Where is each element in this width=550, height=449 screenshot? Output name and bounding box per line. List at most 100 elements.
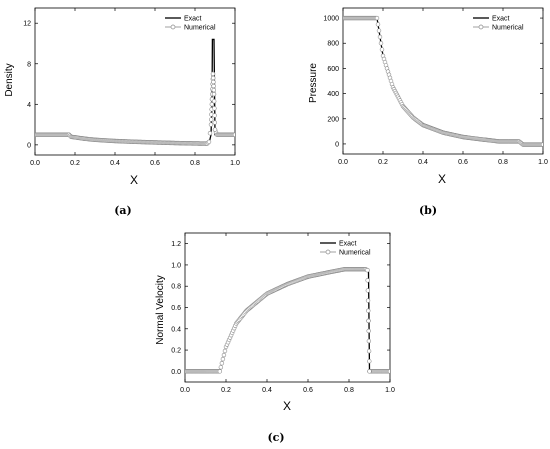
x-tick-label: 0.8 bbox=[344, 387, 354, 394]
data-point bbox=[367, 369, 372, 374]
data-layer bbox=[35, 38, 235, 146]
data-point bbox=[366, 318, 371, 324]
data-point bbox=[365, 278, 370, 283]
y-tick-label: 0.4 bbox=[171, 326, 181, 333]
y-axis-label: Pressure bbox=[308, 63, 319, 103]
y-tick-label: 1000 bbox=[323, 16, 339, 23]
data-point bbox=[376, 28, 382, 33]
y-axis-label: Density bbox=[4, 63, 15, 96]
data-point bbox=[212, 99, 217, 104]
x-axis-label: X bbox=[130, 173, 138, 187]
panel-caption: (b) bbox=[419, 204, 437, 217]
chart-panel-a: 0.0 0.2 0.4 0.6 0.8 1.0 0 4 8 12 X Density (a) Exact N… bbox=[4, 7, 240, 217]
data-point bbox=[211, 91, 217, 97]
data-point bbox=[232, 132, 235, 137]
x-tick-label: 0.4 bbox=[262, 387, 272, 394]
x-tick-label: 0.2 bbox=[378, 159, 388, 166]
x-tick-label: 1.0 bbox=[385, 387, 395, 394]
data-point bbox=[219, 360, 225, 366]
data-point bbox=[366, 348, 372, 354]
legend-marker bbox=[478, 24, 484, 30]
data-point bbox=[374, 15, 380, 21]
y-tick-label: 4 bbox=[27, 102, 31, 109]
legend-label: Numerical bbox=[339, 250, 371, 257]
data-layer bbox=[343, 15, 543, 147]
data-point bbox=[211, 83, 216, 89]
data-point bbox=[209, 102, 215, 107]
data-point bbox=[212, 106, 217, 111]
y-axis-label: Normal Velocity bbox=[155, 275, 166, 344]
y-tick-label: 0.0 bbox=[171, 369, 181, 376]
y-tick-label: 0 bbox=[335, 141, 339, 148]
legend-marker bbox=[170, 24, 176, 30]
legend-label: Exact bbox=[184, 16, 202, 23]
panel-caption: (c) bbox=[267, 431, 284, 444]
legend-label: Numerical bbox=[184, 25, 216, 32]
data-point bbox=[366, 328, 371, 334]
y-tick-label: 0.8 bbox=[171, 284, 181, 291]
x-tick-label: 0.0 bbox=[30, 160, 40, 167]
data-point bbox=[377, 34, 383, 40]
x-tick-label: 1.0 bbox=[538, 159, 548, 166]
data-point bbox=[212, 120, 218, 125]
legend-marker bbox=[325, 249, 331, 255]
y-tick-label: 1.2 bbox=[171, 241, 181, 248]
panel-caption: (a) bbox=[114, 204, 132, 217]
data-point bbox=[211, 75, 216, 81]
plot-frame bbox=[342, 7, 544, 155]
series-line bbox=[343, 17, 543, 146]
y-tick-label: 0 bbox=[27, 142, 31, 149]
x-tick-label: 0.6 bbox=[458, 159, 468, 166]
data-point bbox=[365, 268, 370, 273]
data-point bbox=[210, 71, 216, 77]
data-point bbox=[375, 22, 381, 27]
x-tick-label: 0.8 bbox=[190, 160, 200, 167]
legend-label: Numerical bbox=[492, 25, 524, 32]
data-point bbox=[221, 352, 227, 358]
x-tick-label: 0.0 bbox=[180, 387, 190, 394]
x-axis-label: X bbox=[438, 172, 446, 186]
data-point bbox=[209, 117, 214, 122]
data-point bbox=[378, 41, 384, 46]
data-point bbox=[365, 288, 371, 293]
x-tick-label: 0.2 bbox=[221, 387, 231, 394]
data-layer bbox=[185, 266, 390, 374]
x-tick-label: 0.6 bbox=[303, 387, 313, 394]
data-point bbox=[379, 47, 385, 52]
x-tick-label: 0.2 bbox=[70, 160, 80, 167]
y-tick-label: 1.0 bbox=[171, 262, 181, 269]
data-point bbox=[208, 122, 214, 127]
data-point bbox=[211, 87, 217, 93]
data-point bbox=[387, 369, 390, 374]
data-point bbox=[206, 139, 212, 145]
y-tick-label: 600 bbox=[327, 66, 339, 73]
data-point bbox=[212, 113, 217, 118]
data-point bbox=[220, 356, 226, 362]
y-tick-label: 8 bbox=[27, 61, 31, 68]
y-tick-label: 200 bbox=[327, 116, 339, 123]
data-point bbox=[540, 142, 543, 147]
legend: Exact Numerical bbox=[320, 241, 371, 257]
legend: Exact Numerical bbox=[473, 16, 524, 32]
x-tick-label: 0.4 bbox=[418, 159, 428, 166]
x-tick-label: 0.0 bbox=[338, 159, 348, 166]
y-tick-label: 12 bbox=[23, 21, 31, 28]
x-axis-label: X bbox=[283, 399, 291, 413]
data-point bbox=[366, 338, 372, 344]
legend-label: Exact bbox=[339, 241, 357, 248]
y-tick-label: 0.2 bbox=[171, 348, 181, 355]
data-point bbox=[212, 127, 218, 132]
data-point bbox=[218, 365, 224, 370]
data-point bbox=[366, 308, 371, 313]
legend: Exact Numerical bbox=[165, 16, 216, 32]
x-tick-label: 0.4 bbox=[110, 160, 120, 167]
x-tick-label: 0.6 bbox=[150, 160, 160, 167]
x-tick-label: 0.8 bbox=[498, 159, 508, 166]
data-point bbox=[211, 79, 216, 85]
y-tick-label: 800 bbox=[327, 41, 339, 48]
legend-label: Exact bbox=[492, 16, 510, 23]
data-point bbox=[222, 348, 228, 354]
chart-panel-c: 0.0 0.2 0.4 0.6 0.8 1.0 0.0 0.2 0.4 0.6 0.8 1.0 1.2 X… bbox=[155, 232, 395, 444]
chart-panel-b: 0.0 0.2 0.4 0.6 0.8 1.0 0 200 400 600 800 1000 X Pres… bbox=[308, 7, 548, 217]
